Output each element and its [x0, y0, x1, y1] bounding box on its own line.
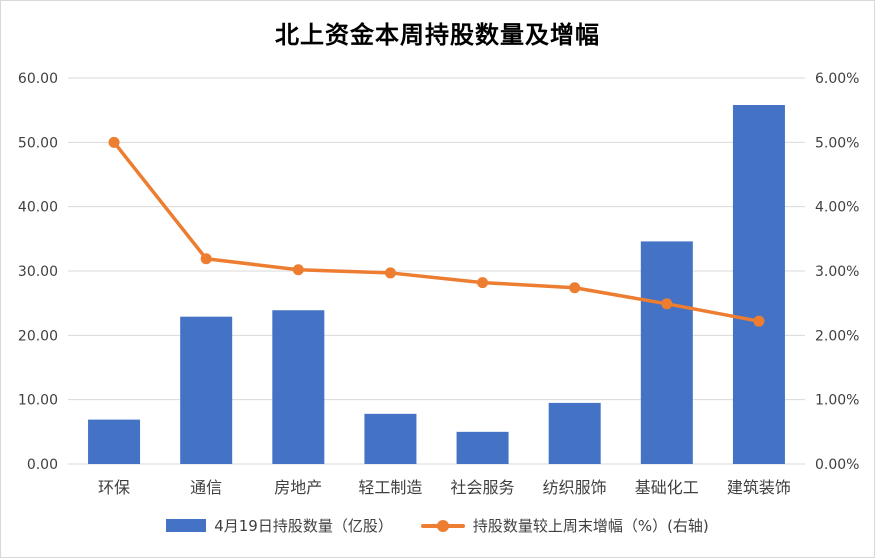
right-tick-label: 4.00% [815, 200, 859, 216]
left-tick-label: 20.00 [18, 328, 58, 344]
category-label: 建筑装饰 [727, 478, 791, 497]
right-tick-label: 5.00% [815, 135, 859, 151]
bar-1 [88, 419, 141, 464]
left-tick-label: 50.00 [18, 135, 58, 151]
legend-bar-label: 4月19日持股数量（亿股） [214, 517, 393, 535]
right-tick-label: 6.00% [815, 71, 859, 87]
bar-6 [548, 402, 601, 464]
gridlines [68, 77, 805, 465]
category-axis: 环保 通信 房地产 轻工制造 社会服务 纺织服饰 基础化工 建筑装饰 [98, 478, 791, 497]
legend-line-marker [436, 519, 449, 532]
line-point-7 [661, 298, 673, 310]
left-tick-label: 40.00 [18, 200, 58, 216]
left-axis: 0.00 10.00 20.00 30.00 40.00 50.00 60.00 [18, 71, 58, 473]
left-tick-label: 0.00 [27, 457, 58, 473]
category-label: 社会服务 [451, 478, 515, 497]
bar-2 [180, 316, 233, 464]
category-label: 房地产 [274, 478, 322, 497]
right-tick-label: 3.00% [815, 264, 859, 280]
category-label: 纺织服饰 [543, 478, 607, 497]
bar-5 [456, 431, 509, 464]
bar-7 [640, 241, 693, 464]
chart-title: 北上资金本周持股数量及增幅 [275, 21, 600, 49]
category-label: 基础化工 [635, 478, 699, 497]
line-point-8 [753, 315, 765, 327]
bar-4 [364, 413, 417, 464]
right-axis: 0.00% 1.00% 2.00% 3.00% 4.00% 5.00% 6.00% [815, 71, 859, 473]
bar-3 [272, 310, 325, 464]
line-point-2 [200, 253, 212, 265]
line-series [108, 136, 765, 327]
legend-item-line: 持股数量较上周末增幅（%）(右轴) [420, 515, 709, 536]
line-path [112, 140, 761, 323]
right-tick-label: 1.00% [815, 393, 859, 409]
category-label: 轻工制造 [358, 478, 422, 497]
left-tick-label: 10.00 [18, 393, 58, 409]
line-point-1 [108, 136, 120, 148]
right-tick-label: 0.00% [815, 457, 859, 473]
line-point-4 [384, 267, 396, 279]
legend-line-label: 持股数量较上周末增幅（%）(右轴) [472, 517, 709, 535]
line-point-5 [477, 277, 489, 289]
legend-line-swatch [420, 519, 465, 533]
bar-8 [732, 105, 785, 465]
legend: 4月19日持股数量（亿股） 持股数量较上周末增幅（%）(右轴) [1, 515, 874, 536]
left-tick-label: 30.00 [18, 264, 58, 280]
category-label: 环保 [98, 478, 130, 497]
line-point-6 [569, 282, 581, 294]
left-tick-label: 60.00 [18, 71, 58, 87]
category-label: 通信 [190, 478, 222, 497]
right-tick-label: 2.00% [815, 328, 859, 344]
bar-series [88, 105, 785, 465]
legend-item-bar: 4月19日持股数量（亿股） [166, 515, 393, 536]
legend-bar-swatch [166, 519, 207, 532]
line-point-3 [292, 264, 304, 276]
